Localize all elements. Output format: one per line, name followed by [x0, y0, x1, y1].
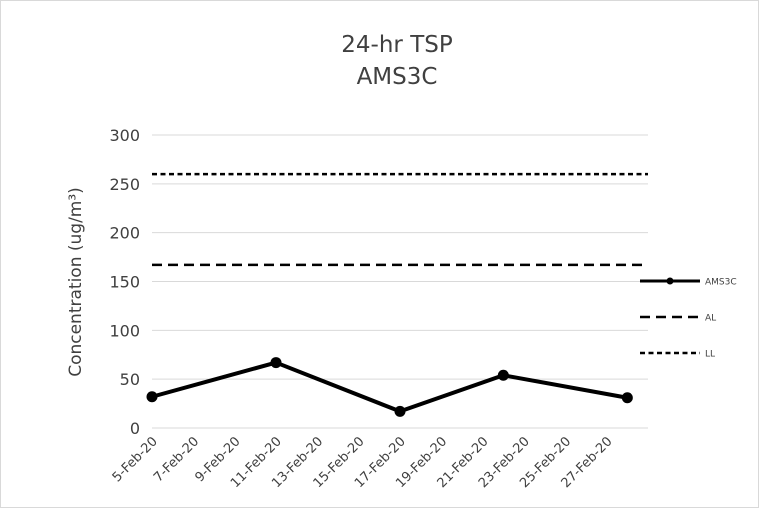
plot-series: [146, 172, 648, 417]
legend-marker-ams3c: [666, 277, 674, 285]
data-point-ams3c: [270, 357, 282, 369]
y-tick-label: 250: [109, 175, 140, 194]
y-tick-label: 100: [109, 321, 140, 340]
series-line-ams3c: [151, 360, 628, 414]
data-point-ams3c: [497, 369, 509, 381]
y-tick-label: 50: [120, 370, 140, 389]
y-tick-label: 300: [109, 126, 140, 145]
data-point-ams3c: [621, 392, 633, 404]
y-axis-ticks: 0 50 100 150 200 250 300: [109, 126, 140, 438]
chart-subtitle: AMS3C: [357, 64, 438, 90]
y-tick-label: 0: [130, 419, 140, 438]
y-tick-label: 150: [109, 273, 140, 292]
gridlines: [152, 134, 648, 429]
legend: AMS3C AL LL: [640, 277, 737, 360]
data-point-ams3c: [394, 405, 406, 417]
legend-label-ams3c: AMS3C: [705, 278, 737, 288]
legend-label-al: AL: [705, 314, 716, 324]
legend-label-ll: LL: [705, 350, 715, 360]
data-point-ams3c: [146, 391, 158, 403]
y-axis-label: Concentration (ug/m³): [66, 187, 86, 377]
chart-title: 24-hr TSP: [341, 32, 453, 58]
y-tick-label: 200: [109, 224, 140, 243]
x-axis-ticks: 5-Feb-207-Feb-209-Feb-2011-Feb-2013-Feb-…: [110, 434, 616, 491]
